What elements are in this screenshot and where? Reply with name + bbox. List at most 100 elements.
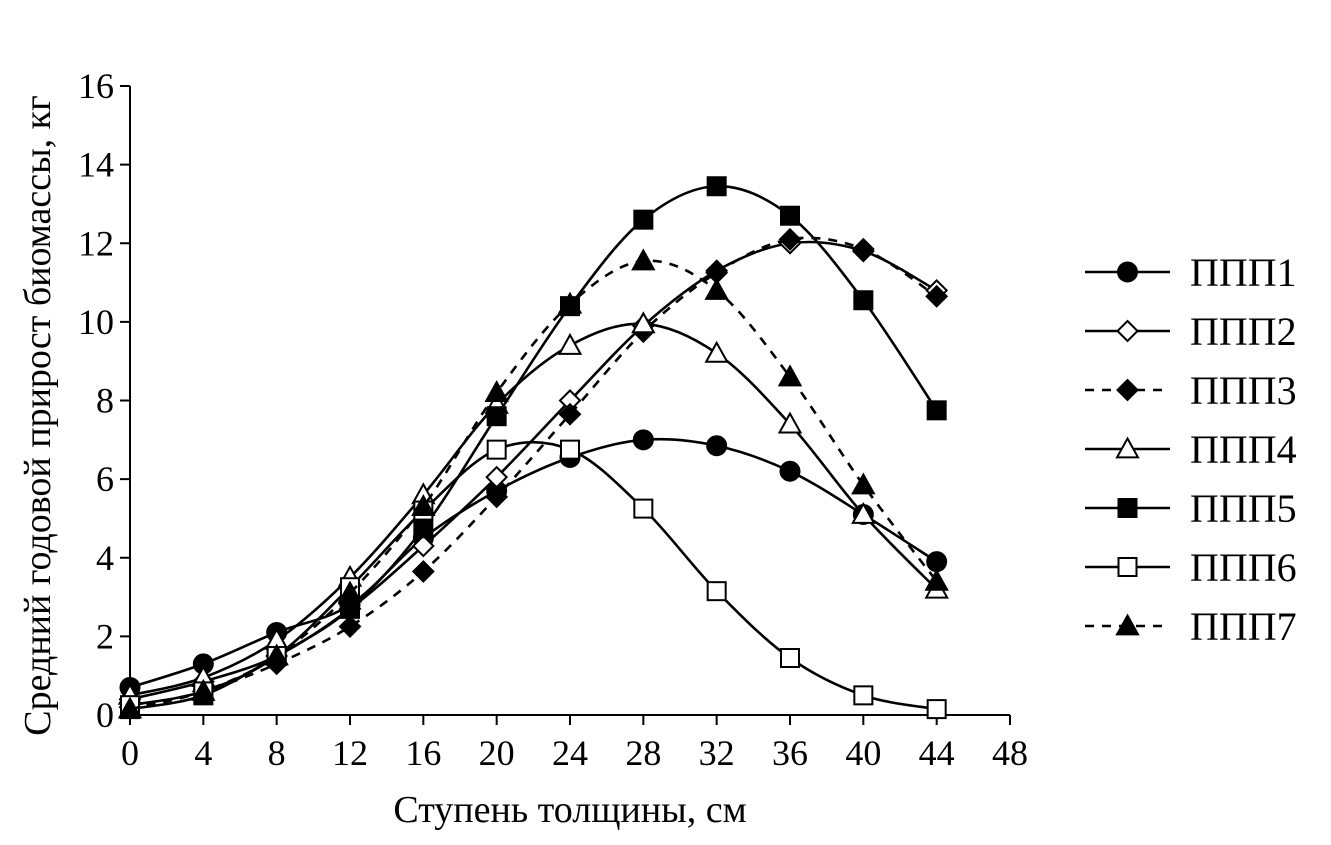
legend-label: ППП1: [1190, 250, 1297, 295]
x-tick-label: 8: [268, 733, 286, 773]
x-tick-label: 0: [121, 733, 139, 773]
legend-item: ППП3: [1085, 368, 1297, 413]
series-layer: [117, 176, 949, 720]
y-tick-label: 8: [96, 381, 114, 421]
data-point: [706, 435, 728, 457]
data-point: [704, 277, 729, 300]
data-point: [486, 406, 507, 427]
legend-marker: [1115, 436, 1140, 459]
x-tick-label: 40: [845, 733, 881, 773]
series-1: [119, 429, 948, 698]
legend-marker: [1117, 557, 1138, 577]
data-point: [780, 647, 800, 668]
data-point: [486, 439, 507, 460]
data-point: [924, 568, 949, 591]
data-point: [340, 598, 360, 619]
data-point: [413, 518, 434, 539]
series-4: [117, 311, 949, 705]
x-tick-label: 20: [479, 733, 515, 773]
data-point: [557, 332, 583, 355]
x-ticks: 0 4 8 12 16 20 24 28 32 36 40 44 48: [121, 715, 1028, 773]
x-tick-label: 48: [992, 733, 1028, 773]
legend-item: ППП2: [1085, 309, 1297, 354]
legend-marker: [1116, 319, 1139, 343]
series-line: [129, 184, 938, 711]
data-point: [117, 696, 143, 719]
legend-marker: [1117, 498, 1138, 518]
data-point: [411, 494, 436, 517]
data-point: [337, 580, 363, 603]
x-axis-title: Ступень толщины, см: [393, 789, 746, 831]
data-point: [853, 685, 874, 706]
data-point: [560, 439, 580, 460]
x-tick-label: 4: [194, 733, 212, 773]
data-point: [632, 429, 654, 451]
data-point: [706, 176, 727, 197]
series-line: [129, 437, 938, 689]
legend-item: ППП7: [1085, 604, 1297, 649]
legend-marker: [1117, 261, 1138, 283]
data-point: [777, 364, 803, 387]
data-point: [926, 551, 948, 573]
legend-item: ППП1: [1085, 250, 1297, 295]
data-point: [853, 290, 874, 311]
data-point: [557, 291, 583, 314]
x-tick-label: 44: [919, 733, 955, 773]
series-line: [129, 322, 938, 697]
y-tick-label: 16: [78, 66, 114, 106]
legend-label: ППП6: [1190, 545, 1297, 590]
series-line: [129, 240, 938, 701]
y-tick-label: 10: [78, 302, 114, 342]
data-point: [264, 643, 289, 666]
y-tick-label: 12: [78, 223, 114, 263]
data-point: [851, 501, 876, 524]
legend-label: ППП5: [1190, 486, 1297, 531]
data-point: [558, 402, 582, 426]
data-point: [926, 699, 947, 720]
legend-label: ППП7: [1190, 604, 1297, 649]
data-point: [926, 400, 947, 421]
data-point: [485, 485, 509, 509]
data-point: [631, 248, 656, 271]
series-5: [120, 176, 947, 720]
legend-label: ППП3: [1190, 368, 1297, 413]
data-point: [191, 678, 216, 701]
data-point: [633, 498, 654, 519]
series-7: [117, 248, 949, 719]
data-point: [851, 237, 875, 261]
x-tick-label: 32: [699, 733, 735, 773]
data-point: [704, 340, 729, 363]
data-point: [780, 205, 800, 226]
y-tick-label: 14: [78, 145, 114, 185]
y-tick-label: 4: [96, 538, 114, 578]
x-tick-label: 24: [552, 733, 588, 773]
legend-marker: [1115, 613, 1140, 636]
y-tick-label: 6: [96, 459, 114, 499]
data-point: [484, 380, 509, 403]
x-tick-label: 12: [332, 733, 368, 773]
legend-item: ППП4: [1085, 427, 1297, 472]
data-point: [706, 581, 727, 602]
series-line: [129, 440, 937, 711]
data-point: [778, 227, 802, 251]
legend-item: ППП6: [1085, 545, 1297, 590]
y-tick-label: 2: [96, 616, 114, 656]
data-point: [851, 472, 876, 495]
data-point: [411, 534, 435, 558]
y-ticks: 0 2 4 6 8 10 12 14 16: [78, 66, 130, 735]
legend-item: ППП5: [1085, 486, 1297, 531]
y-tick-label: 0: [96, 695, 114, 735]
legend-label: ППП4: [1190, 427, 1297, 472]
data-point: [777, 411, 803, 434]
legend-label: ППП2: [1190, 309, 1297, 354]
x-tick-label: 36: [772, 733, 808, 773]
x-tick-label: 28: [625, 733, 661, 773]
data-point: [633, 209, 654, 230]
data-point: [925, 284, 949, 308]
y-axis-title: Средний годовой прирост биомассы, кг: [17, 95, 59, 735]
data-point: [338, 615, 362, 638]
data-point: [631, 311, 656, 334]
